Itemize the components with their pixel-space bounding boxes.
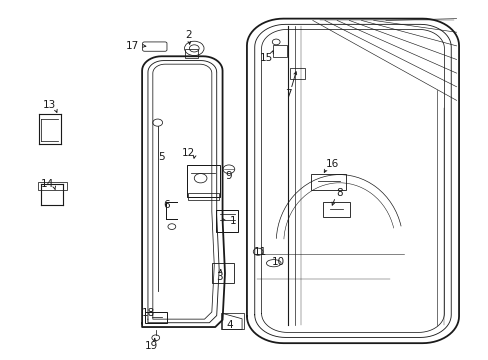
Text: 2: 2 [185, 30, 191, 40]
Text: 14: 14 [41, 179, 54, 189]
Text: 5: 5 [158, 152, 164, 162]
Text: 3: 3 [215, 272, 222, 282]
Text: 1: 1 [229, 216, 236, 226]
Text: 11: 11 [253, 247, 266, 257]
Text: 18: 18 [142, 308, 155, 318]
Text: 9: 9 [225, 171, 232, 181]
Text: 16: 16 [325, 159, 338, 169]
Text: 19: 19 [145, 341, 158, 351]
Text: 13: 13 [43, 100, 56, 110]
Text: 12: 12 [182, 148, 195, 158]
Text: 4: 4 [226, 320, 233, 330]
Text: 10: 10 [271, 257, 285, 267]
Text: 8: 8 [336, 188, 342, 198]
Text: 17: 17 [125, 41, 139, 50]
Text: 15: 15 [259, 53, 272, 63]
Text: 6: 6 [163, 200, 169, 210]
Text: 7: 7 [285, 89, 291, 99]
